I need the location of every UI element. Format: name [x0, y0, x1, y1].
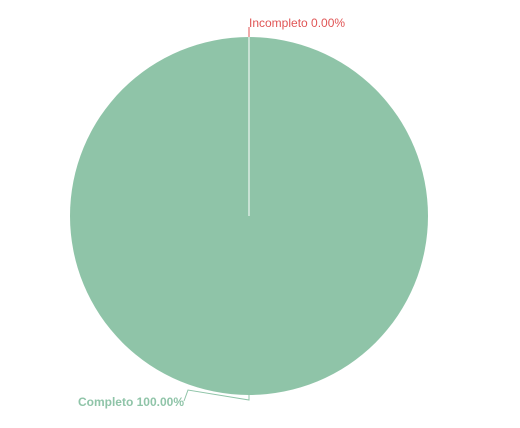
slice-label-complete: Completo 100.00% [78, 395, 184, 409]
slice-label-incomplete: Incompleto 0.00% [249, 16, 345, 30]
leader-line-complete [183, 389, 250, 402]
